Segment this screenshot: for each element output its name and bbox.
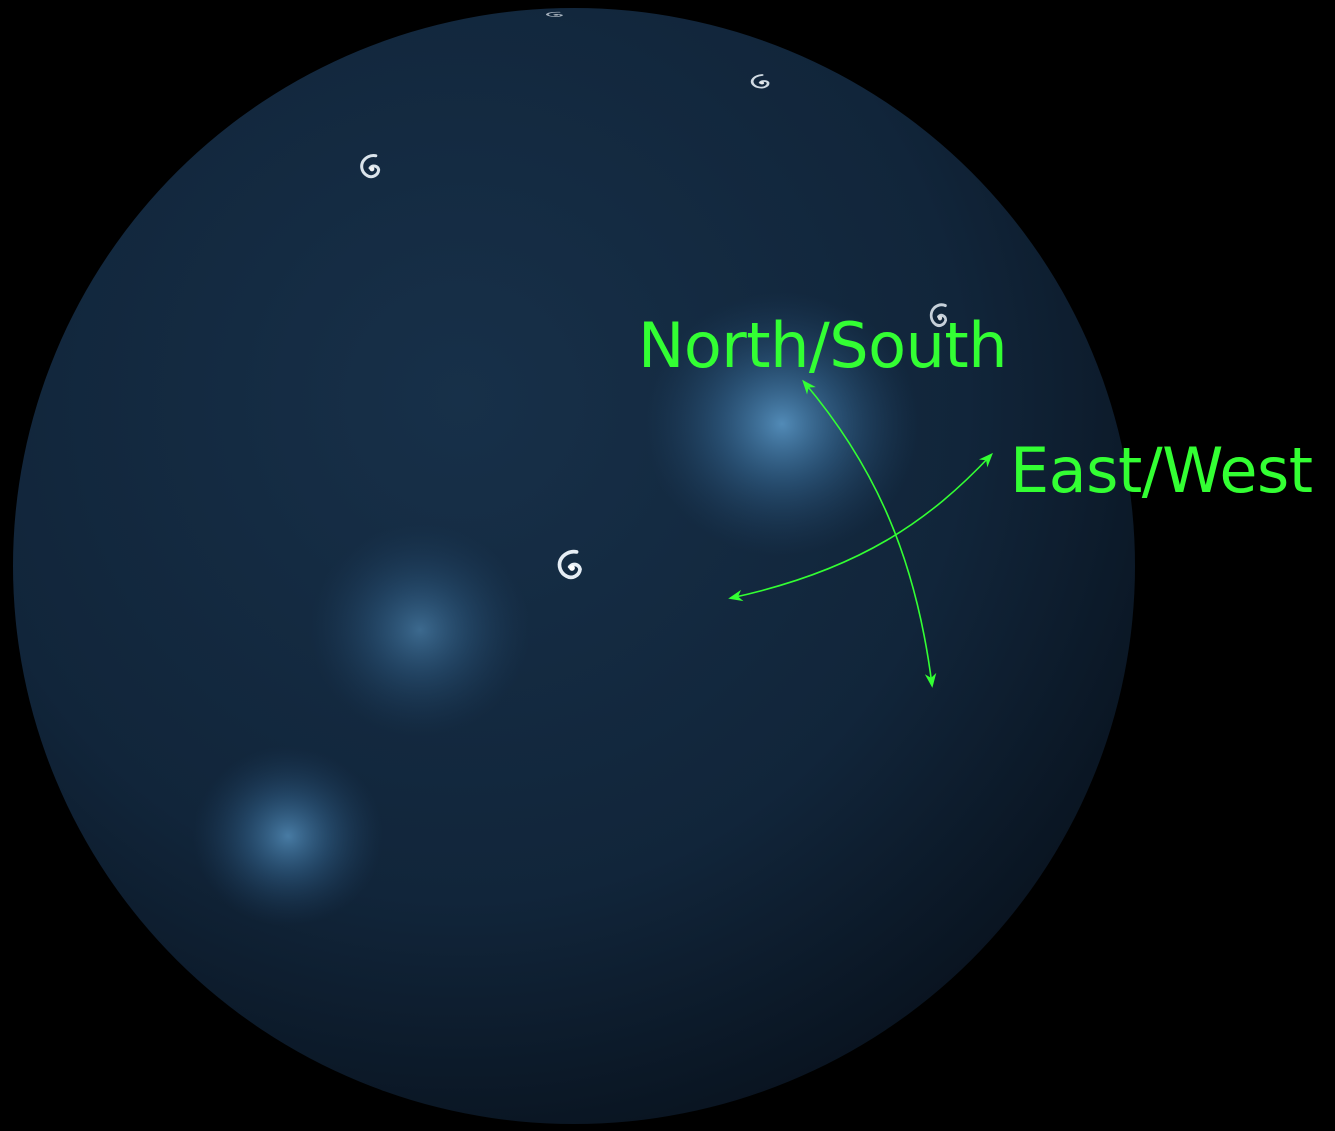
east-west-arrow (728, 452, 993, 602)
east-west-label: East/West (1010, 434, 1313, 507)
north-south-label: North/South (638, 309, 1007, 382)
glow-region-2 (310, 524, 530, 736)
glow-region-3 (193, 746, 383, 926)
